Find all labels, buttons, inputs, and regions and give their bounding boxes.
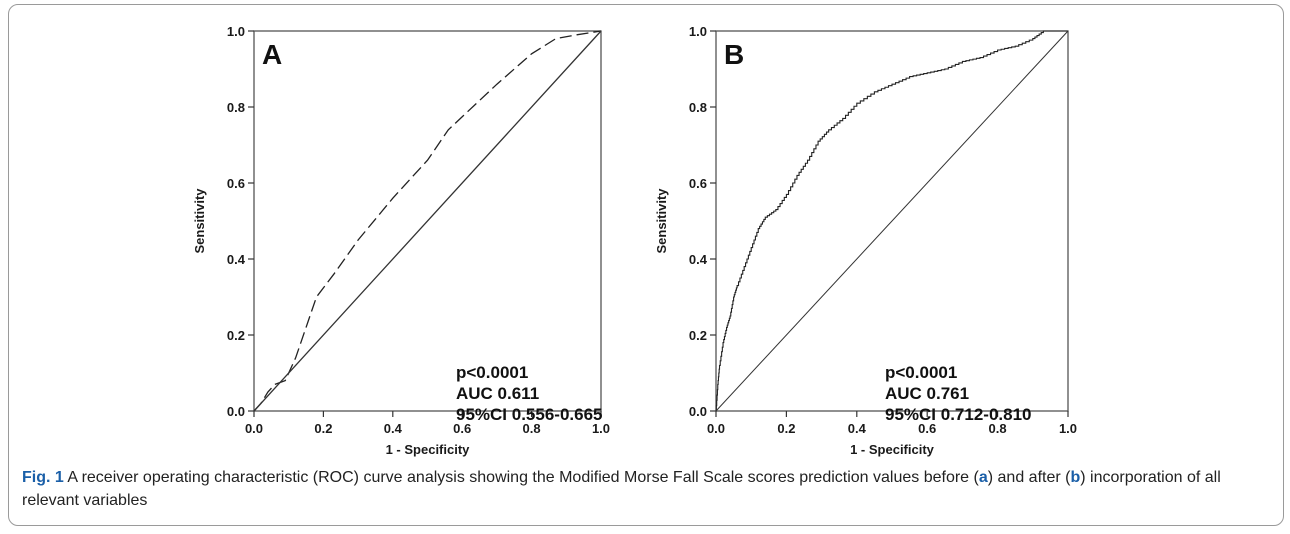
caption-text-3: ) incorporation of all relevant variable… [22,469,1221,509]
figure-frame [8,4,1284,526]
caption-panel-a-ref: a [978,469,988,486]
plot-frame [715,30,1069,412]
x-tick-label: 1.0 [1059,421,1077,436]
x-tick-label: 0.6 [453,421,471,436]
x-tick-label: 1.0 [592,421,610,436]
y-tick-label: 0.8 [227,100,245,115]
x-tick-label: 0.6 [918,421,936,436]
y-tick-label: 0.0 [689,404,707,419]
y-axis-label: Sensitivity [192,188,207,254]
x-tick-label: 0.2 [314,421,332,436]
stat-annotation: 95%CI 0.556-0.665 [456,405,603,424]
y-tick-label: 0.8 [689,100,707,115]
figure-label: Fig. 1 [22,469,64,486]
panel-letter: B [724,39,744,70]
y-tick-label: 0.2 [227,328,245,343]
x-axis-label: 1 - Specificity [850,442,935,457]
y-tick-label: 1.0 [689,24,707,39]
x-tick-label: 0.8 [523,421,541,436]
roc-panel-a: 0.0 0.2 0.4 0.6 0.8 1.0 0.0 0.2 0.4 0.6 0.8 1.0 1 - … [192,24,610,457]
stat-annotation: AUC 0.611 [456,384,539,403]
caption-text-2: ) and after ( [987,469,1071,486]
y-tick-label: 0.6 [227,176,245,191]
y-tick-label: 0.0 [227,404,245,419]
x-tick-label: 0.4 [848,421,867,436]
y-tick-label: 0.4 [689,252,708,267]
caption-text-1: A receiver operating characteristic (ROC… [63,469,979,486]
stat-annotation: 95%CI 0.712-0.810 [885,405,1032,424]
x-axis-label: 1 - Specificity [386,442,471,457]
y-axis-label: Sensitivity [654,188,669,254]
caption-panel-b-ref: b [1070,469,1081,486]
x-tick-label: 0.2 [777,421,795,436]
x-tick-label: 0.0 [245,421,263,436]
roc-curve [253,30,602,412]
x-tick-label: 0.8 [989,421,1007,436]
y-tick-label: 0.4 [227,252,246,267]
reference-diagonal [715,30,1069,412]
stat-annotation: AUC 0.761 [885,384,969,403]
x-tick-label: 0.0 [707,421,725,436]
panel-letter: A [262,39,282,70]
reference-diagonal [253,30,602,412]
x-tick-label: 0.4 [384,421,403,436]
stat-annotation: p<0.0001 [456,363,528,382]
roc-panel-b: 0.0 0.2 0.4 0.6 0.8 1.0 0.0 0.2 0.4 0.6 0.8 1.0 1 - … [654,24,1077,457]
roc-curve [715,30,1068,412]
y-tick-label: 0.2 [689,328,707,343]
plot-frame [253,30,602,412]
stat-annotation: p<0.0001 [885,363,957,382]
figure-caption: Fig. 1 A receiver operating characterist… [22,466,1277,512]
y-tick-label: 0.6 [689,176,707,191]
y-tick-label: 1.0 [227,24,245,39]
